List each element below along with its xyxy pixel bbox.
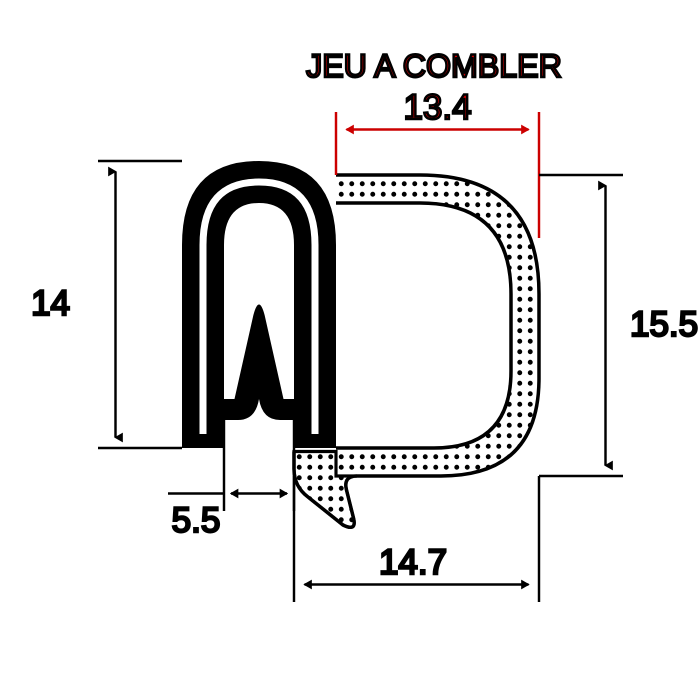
dim-inner-width: 5.5 xyxy=(172,501,221,540)
dim-bottom-width: 14.7 xyxy=(379,543,447,582)
dim-height-right: 15.5 xyxy=(630,305,698,344)
dim-gap-top: 13.4 xyxy=(403,88,471,127)
dimensions: 14 13.4 JEU A COMBLER 15.5 5.5 14.7 xyxy=(31,48,698,602)
dim-height-left: 14 xyxy=(31,284,70,323)
technical-diagram: 14 13.4 JEU A COMBLER 15.5 5.5 14.7 xyxy=(0,0,700,700)
u-clip-profile xyxy=(182,161,336,448)
diagram-title: JEU A COMBLER xyxy=(306,48,562,84)
